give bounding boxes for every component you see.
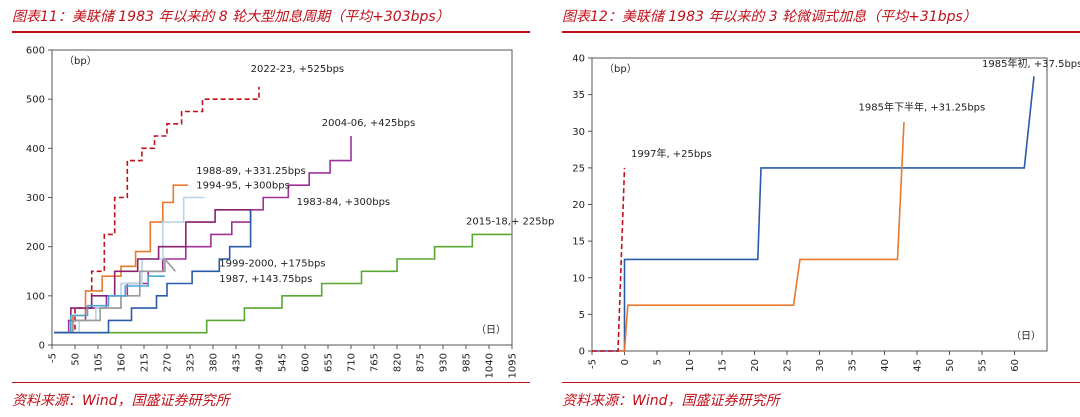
series-line-4 xyxy=(54,196,205,334)
series-line-8 xyxy=(54,209,252,334)
series-annotation-2: 1997年, +25bps xyxy=(631,147,712,160)
series-line-0 xyxy=(592,76,1035,352)
x-tick-label: 40 xyxy=(880,359,891,372)
series-annotation-5: 1999-2000, +175bps xyxy=(219,258,325,269)
series-line-0 xyxy=(54,233,512,334)
x-tick-label: 490 xyxy=(255,353,266,372)
y-tick-label: 600 xyxy=(26,46,45,57)
series-annotation-1: 2004-06, +425bps xyxy=(322,118,416,129)
source-rule-left xyxy=(12,382,530,383)
x-tick-label: 160 xyxy=(117,353,128,372)
x-tick-label: 55 xyxy=(978,359,989,372)
line-chart-left: 0 100 200 300 400 500 600 -5 50 105 160 215 270 325 38… xyxy=(26,46,554,379)
y-tick-label: 15 xyxy=(572,237,585,248)
source-rule-right xyxy=(562,382,1080,383)
x-tick-label: 1095 xyxy=(508,353,519,378)
source-note-right: 资料来源：Wind，国盛证券研究所 xyxy=(562,393,780,409)
x-tick-label: 25 xyxy=(783,359,794,372)
y-tick-label: 35 xyxy=(572,90,585,101)
series-annotation-0: 1985年初, +37.5bps xyxy=(982,57,1080,70)
y-unit-label: （bp） xyxy=(604,63,637,75)
x-tick-label: -5 xyxy=(588,359,599,369)
y-tick-label: 20 xyxy=(572,200,585,211)
series-line-5 xyxy=(54,209,251,334)
y-tick-label: 400 xyxy=(26,144,45,155)
x-tick-label: 765 xyxy=(370,353,381,372)
x-tick-label: 820 xyxy=(393,353,404,372)
chart-panel-right: 图表12：美联储 1983 年以来的 3 轮微调式加息（平均+31bps） 0 5… xyxy=(550,0,1080,417)
x-tick-label: 1040 xyxy=(485,353,496,378)
x-tick-label: 50 xyxy=(71,353,82,366)
x-tick-label: 270 xyxy=(163,353,174,372)
series-annotation-0: 2022-23, +525bps xyxy=(251,64,345,75)
y-tick-label: 200 xyxy=(26,242,45,253)
x-tick-label: 985 xyxy=(462,353,473,372)
x-tick-label: 710 xyxy=(347,353,358,372)
x-tick-label: 30 xyxy=(815,359,826,372)
x-tick-label: 545 xyxy=(278,353,289,372)
x-tick-label: 10 xyxy=(685,359,696,372)
x-tick-label: 35 xyxy=(848,359,859,372)
series-annotation-1: 1985年下半年, +31.25bps xyxy=(859,101,986,114)
chart-title-right: 图表12：美联储 1983 年以来的 3 轮微调式加息（平均+31bps） xyxy=(562,9,977,25)
series-line-7 xyxy=(54,275,165,334)
x-tick-label: 50 xyxy=(945,359,956,372)
y-tick-label: 300 xyxy=(26,193,45,204)
y-tick-label: 10 xyxy=(572,273,585,284)
y-tick-label: 500 xyxy=(26,95,45,106)
series-line-2 xyxy=(592,167,626,352)
x-tick-label: 15 xyxy=(718,359,729,372)
series-annotation-4: 1983-84, +300bps xyxy=(297,197,391,208)
series-annotation-3: 1994-95, +300bps xyxy=(196,181,290,192)
x-tick-label: -5 xyxy=(48,353,59,363)
series-annotation-7: 2015-18,+ 225bp xyxy=(466,217,554,228)
x-tick-label: 0 xyxy=(620,359,631,365)
x-tick-label: 45 xyxy=(913,359,924,372)
source-note-left: 资料来源：Wind，国盛证券研究所 xyxy=(12,393,230,409)
title-rule-right xyxy=(562,31,1080,33)
x-tick-label: 435 xyxy=(232,353,243,372)
series-line-1 xyxy=(618,122,905,352)
y-tick-label: 0 xyxy=(39,341,45,352)
y-tick-label: 30 xyxy=(572,127,585,138)
x-tick-label: 105 xyxy=(94,353,105,372)
x-tick-label: 20 xyxy=(750,359,761,372)
y-unit-label: （bp） xyxy=(64,55,97,67)
series-annotation-2: 1988-89, +331.25bps xyxy=(196,166,305,177)
series-annotation-6: 1987, +143.75bps xyxy=(219,274,312,285)
x-tick-label: 325 xyxy=(186,353,197,372)
x-unit-label: （日） xyxy=(476,324,506,336)
chart-panel-left: 图表11：美联储 1983 年以来的 8 轮大型加息周期（平均+303bps） … xyxy=(0,0,554,417)
x-tick-label: 5 xyxy=(653,359,664,365)
x-unit-label: （日） xyxy=(1011,330,1041,342)
y-tick-label: 0 xyxy=(579,347,585,358)
x-tick-label: 60 xyxy=(1010,359,1021,372)
x-tick-label: 600 xyxy=(301,353,312,372)
x-tick-label: 930 xyxy=(439,353,450,372)
x-tick-label: 655 xyxy=(324,353,335,372)
y-tick-label: 100 xyxy=(26,291,45,302)
y-tick-label: 40 xyxy=(572,54,585,65)
series-line-1 xyxy=(54,86,260,334)
y-tick-label: 5 xyxy=(579,310,585,321)
series-line-6 xyxy=(54,256,177,334)
y-tick-label: 25 xyxy=(572,163,585,174)
x-tick-label: 215 xyxy=(140,353,151,372)
x-tick-label: 875 xyxy=(416,353,427,372)
chart-title-left: 图表11：美联储 1983 年以来的 8 轮大型加息周期（平均+303bps） xyxy=(12,9,450,25)
x-tick-label: 380 xyxy=(209,353,220,372)
title-rule-left xyxy=(12,31,530,33)
